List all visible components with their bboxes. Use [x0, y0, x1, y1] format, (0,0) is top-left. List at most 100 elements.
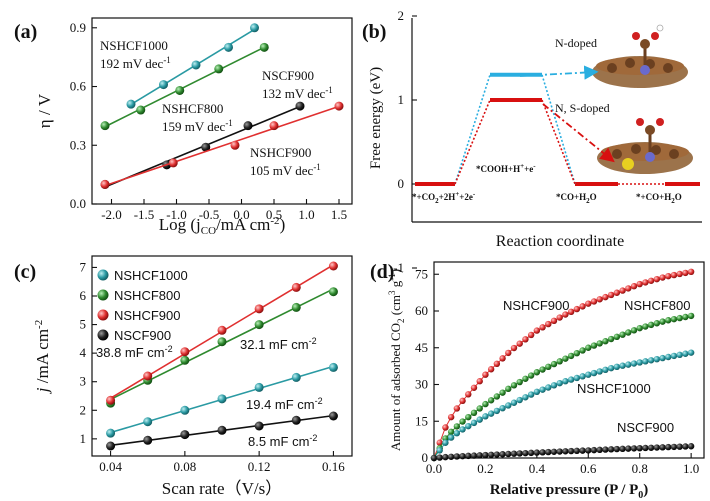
data-point-nshcf900	[510, 344, 518, 352]
data-point-nshcf1000	[636, 359, 643, 366]
data-point-nshcf800	[505, 385, 512, 393]
data-point-nshcf1000	[550, 382, 558, 389]
data-point-nshcf1000	[442, 439, 449, 446]
data-point-nshcf900	[539, 324, 546, 331]
data-point-nshcf1000	[254, 382, 264, 392]
data-point-nshcf800	[453, 423, 461, 430]
y-tick-label: -1	[393, 260, 404, 275]
panel-a-name-nscf900: NSCF900	[262, 68, 314, 83]
x-tick-label: 1.0	[298, 207, 314, 222]
data-point-nshcf800	[619, 331, 626, 338]
data-point-nshcf1000	[505, 402, 512, 409]
data-point-nshcf800	[682, 313, 689, 321]
panel-b-arrow-n-doped	[519, 65, 599, 80]
y-tick-label: 1	[80, 431, 87, 446]
data-point-nshcf1000	[533, 388, 541, 396]
data-point-nshcf1000	[516, 396, 523, 404]
data-point-nscf900	[505, 450, 512, 458]
data-point-nshcf800	[539, 366, 546, 373]
data-point-nshcf1000	[476, 416, 483, 423]
data-point-nscf900	[659, 444, 666, 451]
data-point-nshcf1000	[625, 361, 632, 368]
data-point-nshcf1000	[556, 379, 563, 387]
data-point-nshcf1000	[465, 422, 472, 430]
data-point-nshcf900	[180, 347, 190, 357]
fit-line-nshcf800	[104, 46, 265, 128]
panel-c: (c) 0.04 0.08 0.12 0.16 1 2 3 4 5 6 7 Scan rate（V/…	[14, 255, 353, 498]
panel-b-label: (b)	[362, 21, 386, 43]
data-point-nshcf800	[291, 302, 301, 312]
y-tick-label: 4	[80, 345, 87, 360]
data-point-nshcf900	[291, 282, 301, 292]
data-point-nscf900	[642, 444, 649, 452]
data-point-nscf900	[682, 443, 689, 450]
data-point-nshcf900	[659, 274, 666, 281]
data-point-nshcf900	[676, 270, 683, 278]
data-point-nshcf1000	[562, 378, 569, 385]
data-point-nshcf800	[607, 335, 615, 343]
panel-b-n-doped-label: N-doped	[555, 36, 597, 50]
data-point-nshcf800	[676, 314, 683, 322]
y-tick-label: 2	[80, 402, 87, 417]
data-point-nshcf1000	[447, 434, 455, 441]
data-point-nshcf1000	[682, 350, 689, 357]
data-point-nscf900	[295, 101, 305, 111]
y-tick-label: 0	[398, 176, 405, 191]
x-tick-label: 1.5	[331, 207, 347, 222]
data-point-nscf900	[243, 121, 253, 131]
data-point-nshcf800	[493, 393, 501, 400]
y-tick-label: 0.0	[70, 196, 86, 211]
data-point-nshcf900	[653, 275, 661, 283]
data-point-nshcf800	[590, 342, 598, 349]
data-point-nscf900	[254, 421, 264, 431]
data-point-nshcf1000	[647, 357, 655, 364]
data-point-nshcf900	[562, 311, 569, 318]
data-point-nscf900	[670, 443, 678, 451]
data-point-nscf900	[430, 454, 438, 462]
data-point-nscf900	[453, 453, 461, 460]
fit-line-nshcf900	[104, 105, 340, 187]
data-point-nscf900	[291, 415, 301, 425]
data-point-nscf900	[143, 435, 153, 445]
data-point-nshcf900	[556, 314, 563, 321]
panel-b-ylabel: Free energy (eV)	[368, 67, 384, 169]
data-point-nshcf1000	[291, 372, 301, 382]
data-point-nscf900	[487, 451, 495, 458]
x-tick-label: -1.5	[134, 207, 155, 222]
data-point-nshcf900	[100, 179, 110, 189]
data-point-nshcf900	[453, 405, 461, 412]
y-tick-label: 7	[80, 259, 87, 274]
data-point-nscf900	[106, 441, 116, 451]
data-point-nshcf900	[607, 291, 615, 299]
panel-a-axes: -2.0 -1.5 -1.0 -0.5 0.0 0.5 1.0 1.5 0.0 0.3 0.6 0.9	[70, 20, 347, 222]
data-point-nshcf1000	[665, 353, 672, 361]
data-point-nshcf1000	[224, 42, 233, 52]
y-tick-label: 0.6	[70, 79, 87, 94]
legend-marker-nshcf1000	[97, 269, 109, 281]
data-point-nshcf800	[687, 312, 695, 320]
panel-d: (d) 0.0 0.2 0.4 0.6 0.8 1.0 0 15 30 45 60 75 Relati…	[370, 261, 705, 501]
data-point-nshcf900	[436, 439, 443, 446]
panel-c-cap-label-3: 19.4 mF cm-2	[246, 396, 323, 412]
data-point-nshcf900	[670, 271, 678, 279]
data-point-nscf900	[459, 452, 466, 460]
data-point-nscf900	[499, 451, 506, 458]
x-tick-label: 0.0	[233, 207, 249, 222]
data-point-nshcf1000	[106, 428, 116, 438]
panel-d-label: (d)	[370, 261, 394, 283]
data-point-nshcf1000	[670, 352, 678, 360]
n-doped-structure-illustration	[592, 24, 688, 88]
data-point-nscf900	[665, 443, 672, 451]
data-point-nshcf900	[596, 296, 603, 303]
y-tick-label: 45	[415, 340, 428, 355]
panel-b-levels	[415, 72, 700, 186]
data-point-nshcf900	[482, 371, 489, 378]
data-point-nshcf1000	[459, 426, 466, 433]
panel-c-xlabel: Scan rate（V/s）	[162, 479, 282, 498]
panel-a-name-nshcf800: NSHCF800	[162, 101, 223, 116]
y-tick-label: 15	[415, 413, 428, 428]
ns-doped-structure-illustration	[597, 118, 693, 174]
y-tick-label: 6	[80, 288, 87, 303]
data-point-nshcf800	[175, 85, 185, 95]
